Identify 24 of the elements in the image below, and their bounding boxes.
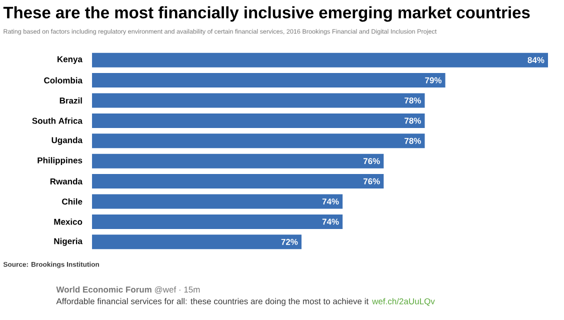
data-label: 74% bbox=[322, 198, 339, 204]
y-tick-label: Kenya bbox=[58, 56, 83, 64]
data-label: 78% bbox=[404, 118, 422, 124]
data-label: 78% bbox=[404, 97, 422, 104]
data-label: 72% bbox=[281, 238, 298, 245]
data-label: 76% bbox=[363, 178, 380, 184]
text: World Economic Forum @wef · 15m bbox=[56, 286, 200, 294]
y-tick-label: Philippines bbox=[38, 157, 82, 166]
y-tick-label: South Africa bbox=[32, 118, 83, 124]
y-tick-label: Uganda bbox=[52, 136, 83, 145]
data-label: 78% bbox=[404, 138, 422, 144]
y-tick-label: Colombia bbox=[44, 77, 83, 84]
text: wef.ch/2aUuLQv bbox=[372, 298, 435, 306]
data-label: 76% bbox=[363, 158, 380, 164]
y-tick-label: Mexico bbox=[54, 218, 82, 225]
data-label: 84% bbox=[528, 57, 544, 64]
text: Affordable financial services for all: these countries are doing the most to achieve it bbox=[56, 298, 369, 306]
y-tick-label: Chile bbox=[62, 198, 82, 205]
y-tick-label: Rwanda bbox=[50, 178, 83, 184]
data-label: 79% bbox=[425, 77, 442, 84]
data-label: 74% bbox=[322, 218, 339, 225]
y-tick-label: Nigeria bbox=[54, 238, 83, 246]
y-tick-label: Brazil bbox=[60, 97, 82, 104]
chart-title: These are the most financially inclusive emerging market countries bbox=[3, 6, 530, 22]
